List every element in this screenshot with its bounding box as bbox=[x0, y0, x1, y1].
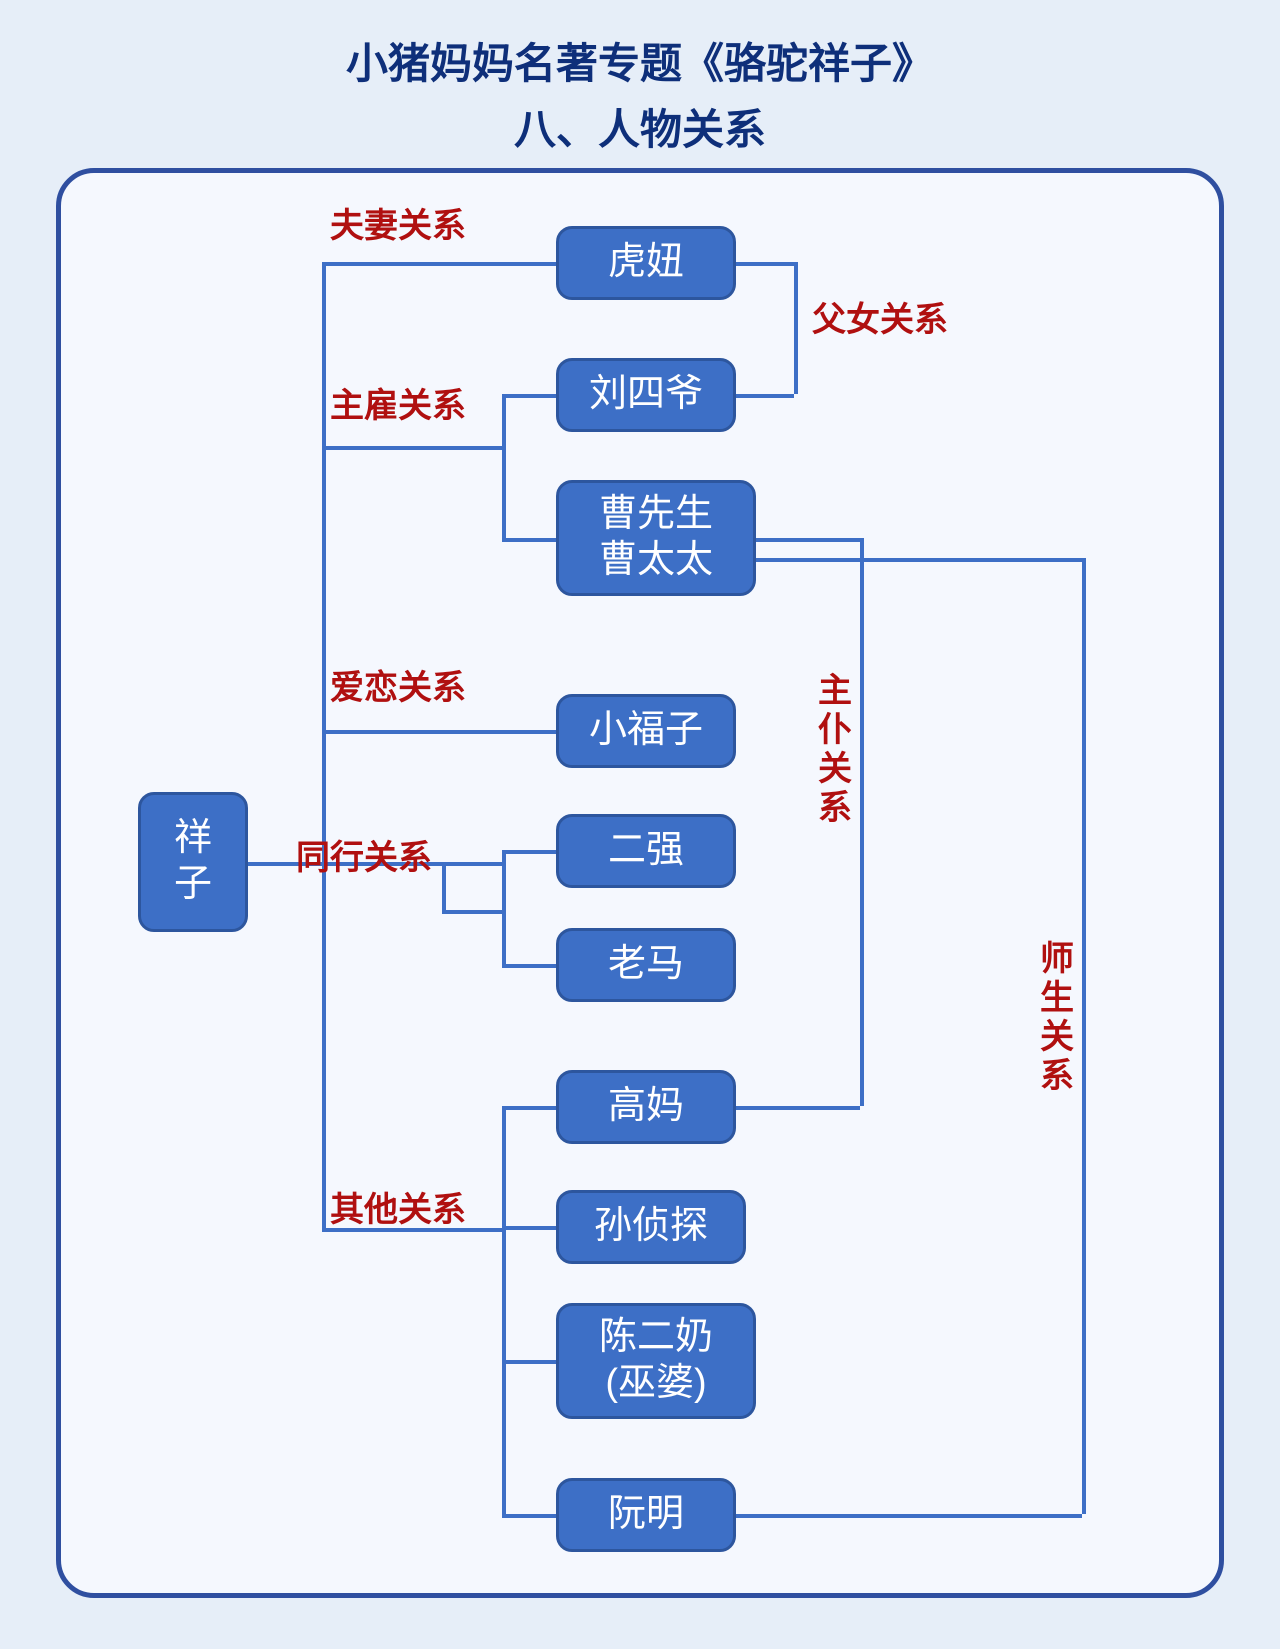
node-label: 二强 bbox=[608, 828, 684, 874]
edge bbox=[322, 262, 326, 1228]
edge bbox=[322, 262, 556, 266]
node-liusiye: 刘四爷 bbox=[556, 358, 736, 432]
edge bbox=[442, 862, 446, 910]
node-label: 虎妞 bbox=[608, 240, 684, 286]
edge bbox=[502, 850, 506, 964]
label-char: 仆 bbox=[818, 711, 852, 750]
node-huniu: 虎妞 bbox=[556, 226, 736, 300]
label-char: 系 bbox=[1040, 1057, 1074, 1096]
edge bbox=[736, 1106, 860, 1110]
node-xiaofuzi: 小福子 bbox=[556, 694, 736, 768]
edge bbox=[322, 730, 556, 734]
label-char: 系 bbox=[818, 789, 852, 828]
edge bbox=[502, 1106, 556, 1110]
node-ruanming: 阮明 bbox=[556, 1478, 736, 1552]
label-fuqi: 夫妻关系 bbox=[330, 198, 466, 247]
node-label: 刘四爷 bbox=[589, 372, 703, 418]
node-label: 高妈 bbox=[608, 1084, 684, 1130]
edge bbox=[502, 850, 556, 854]
node-gaoma: 高妈 bbox=[556, 1070, 736, 1144]
node-cao: 曹先生曹太太 bbox=[556, 480, 756, 596]
node-erqiang: 二强 bbox=[556, 814, 736, 888]
node-label: 祥子 bbox=[174, 816, 212, 907]
node-chen: 陈二奶(巫婆) bbox=[556, 1303, 756, 1419]
node-label: 阮明 bbox=[608, 1492, 684, 1538]
edge bbox=[502, 964, 556, 968]
edge bbox=[794, 262, 798, 394]
node-label: 曹先生曹太太 bbox=[599, 492, 713, 583]
edge bbox=[502, 1226, 556, 1230]
label-char: 关 bbox=[818, 750, 852, 789]
edge bbox=[1082, 558, 1086, 1514]
node-label: 老马 bbox=[608, 942, 684, 988]
edge bbox=[756, 538, 860, 542]
node-sun: 孙侦探 bbox=[556, 1190, 746, 1264]
node-xiangzi: 祥子 bbox=[138, 792, 248, 932]
page-root: 小猪妈妈名著专题《骆驼祥子》 八、人物关系 祥子 虎妞 刘四爷 曹先生曹太太 小… bbox=[0, 0, 1280, 1649]
edge bbox=[502, 1514, 556, 1518]
edge bbox=[502, 394, 506, 538]
edge bbox=[736, 262, 794, 266]
edge bbox=[502, 1360, 556, 1364]
edge bbox=[736, 1514, 1082, 1518]
edge bbox=[736, 394, 794, 398]
edge bbox=[756, 558, 1082, 562]
label-char: 生 bbox=[1040, 979, 1074, 1018]
edge bbox=[860, 538, 864, 1106]
label-zhupu: 主仆关系 bbox=[818, 672, 852, 828]
edge bbox=[502, 394, 556, 398]
label-fun: 父女关系 bbox=[812, 292, 948, 341]
node-label: 陈二奶(巫婆) bbox=[599, 1315, 713, 1406]
edge bbox=[442, 862, 502, 866]
label-char: 关 bbox=[1040, 1018, 1074, 1057]
title-line-1: 小猪妈妈名著专题《骆驼祥子》 bbox=[0, 30, 1280, 91]
label-zhugu: 主雇关系 bbox=[330, 378, 466, 427]
edge bbox=[502, 1106, 506, 1514]
label-ailian: 爱恋关系 bbox=[330, 660, 466, 709]
edge bbox=[502, 538, 556, 542]
title-line-2: 八、人物关系 bbox=[0, 96, 1280, 157]
node-label: 小福子 bbox=[589, 708, 703, 754]
edge bbox=[322, 446, 502, 450]
node-label: 孙侦探 bbox=[594, 1204, 708, 1250]
edge bbox=[442, 910, 502, 914]
node-laoma: 老马 bbox=[556, 928, 736, 1002]
label-char: 师 bbox=[1040, 940, 1074, 979]
label-qita: 其他关系 bbox=[330, 1182, 466, 1231]
label-tonghang: 同行关系 bbox=[296, 830, 432, 879]
label-char: 主 bbox=[818, 672, 852, 711]
label-shisheng: 师生关系 bbox=[1040, 940, 1074, 1096]
